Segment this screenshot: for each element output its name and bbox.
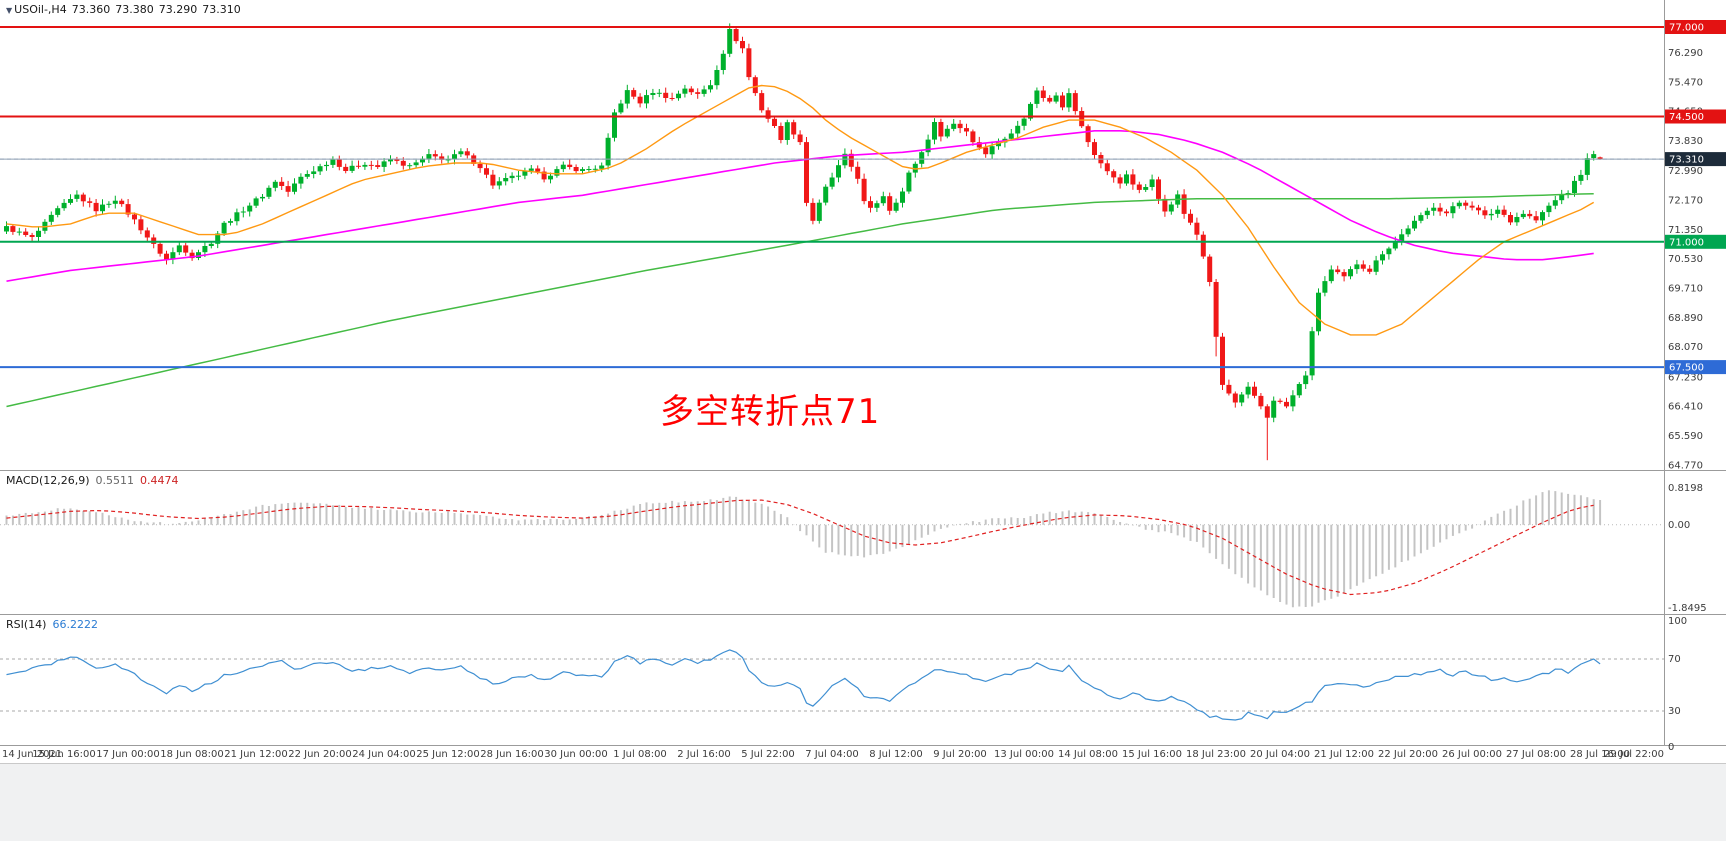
bottom-panel bbox=[0, 763, 1726, 841]
macd-signal-value: 0.4474 bbox=[140, 474, 179, 487]
svg-text:22 Jul 20:00: 22 Jul 20:00 bbox=[1378, 749, 1438, 760]
svg-text:22 Jun 20:00: 22 Jun 20:00 bbox=[288, 749, 352, 760]
ohlc-open: 73.360 bbox=[71, 3, 111, 16]
ohlc-close: 73.310 bbox=[202, 3, 241, 16]
svg-text:71.000: 71.000 bbox=[1669, 237, 1704, 248]
svg-text:70: 70 bbox=[1668, 654, 1681, 665]
macd-panel[interactable]: 0.8198 0.00 -1.8495 bbox=[0, 483, 1707, 614]
rsi-indicator-label: RSI(14) 66.2222 bbox=[6, 618, 104, 631]
svg-text:14 Jun 2021: 14 Jun 2021 bbox=[2, 749, 62, 760]
candles-layer bbox=[4, 23, 1603, 461]
svg-text:68.070: 68.070 bbox=[1668, 342, 1703, 353]
rsi-line bbox=[6, 649, 1601, 721]
price-scale[interactable]: 76.29075.47074.65073.83072.99072.17071.3… bbox=[1665, 20, 1726, 471]
svg-text:72.170: 72.170 bbox=[1668, 195, 1703, 206]
svg-text:28 Jul 16:00: 28 Jul 16:00 bbox=[1570, 749, 1630, 760]
svg-text:18 Jul 23:00: 18 Jul 23:00 bbox=[1186, 749, 1246, 760]
svg-text:20 Jul 04:00: 20 Jul 04:00 bbox=[1250, 749, 1310, 760]
svg-text:72.990: 72.990 bbox=[1668, 166, 1703, 177]
MA-slow-line bbox=[6, 192, 1594, 408]
svg-text:21 Jun 12:00: 21 Jun 12:00 bbox=[224, 749, 288, 760]
symbol-info-bar: ▼ USOil-,H4 73.360 73.380 73.290 73.310 bbox=[6, 3, 246, 16]
macd-signal-line bbox=[6, 499, 1594, 596]
svg-text:77.000: 77.000 bbox=[1669, 23, 1704, 34]
svg-text:0.00: 0.00 bbox=[1668, 520, 1690, 531]
horizontal-level-lines[interactable] bbox=[0, 26, 1664, 369]
svg-text:17 Jun 00:00: 17 Jun 00:00 bbox=[96, 749, 160, 760]
svg-text:74.500: 74.500 bbox=[1669, 112, 1704, 123]
svg-text:5 Jul 22:00: 5 Jul 22:00 bbox=[741, 749, 795, 760]
svg-text:66.410: 66.410 bbox=[1668, 402, 1703, 413]
svg-text:-1.8495: -1.8495 bbox=[1668, 603, 1707, 614]
svg-text:14 Jul 08:00: 14 Jul 08:00 bbox=[1058, 749, 1118, 760]
rsi-value: 66.2222 bbox=[52, 618, 98, 631]
svg-text:27 Jul 08:00: 27 Jul 08:00 bbox=[1506, 749, 1566, 760]
svg-text:73.310: 73.310 bbox=[1669, 155, 1704, 166]
svg-text:7 Jul 04:00: 7 Jul 04:00 bbox=[805, 749, 859, 760]
svg-text:75.470: 75.470 bbox=[1668, 77, 1703, 88]
svg-text:30 Jun 00:00: 30 Jun 00:00 bbox=[544, 749, 608, 760]
svg-text:24 Jun 04:00: 24 Jun 04:00 bbox=[352, 749, 416, 760]
svg-text:15 Jun 16:00: 15 Jun 16:00 bbox=[32, 749, 96, 760]
panel-dividers bbox=[0, 0, 1726, 746]
svg-text:100: 100 bbox=[1668, 616, 1687, 627]
svg-text:64.770: 64.770 bbox=[1668, 460, 1703, 471]
macd-label-text: MACD(12,26,9) bbox=[6, 474, 90, 487]
svg-text:70.530: 70.530 bbox=[1668, 254, 1703, 265]
symbol-name: USOil-,H4 bbox=[14, 3, 67, 16]
svg-text:73.830: 73.830 bbox=[1668, 136, 1703, 147]
svg-text:26 Jul 00:00: 26 Jul 00:00 bbox=[1442, 749, 1502, 760]
svg-text:25 Jun 12:00: 25 Jun 12:00 bbox=[416, 749, 480, 760]
svg-text:2 Jul 16:00: 2 Jul 16:00 bbox=[677, 749, 731, 760]
macd-indicator-label: MACD(12,26,9) 0.5511 0.4474 bbox=[6, 474, 185, 487]
chart-annotation: 多空转折点71 bbox=[660, 392, 881, 432]
svg-text:65.590: 65.590 bbox=[1668, 431, 1703, 442]
MA-mid-line bbox=[6, 130, 1594, 282]
svg-text:67.230: 67.230 bbox=[1668, 372, 1703, 383]
rsi-panel[interactable]: 100 70 30 0 bbox=[0, 616, 1687, 753]
svg-text:67.500: 67.500 bbox=[1669, 363, 1704, 374]
collapse-triangle-icon[interactable]: ▼ bbox=[6, 6, 13, 15]
svg-text:68.890: 68.890 bbox=[1668, 313, 1703, 324]
chart-canvas[interactable]: 76.29075.47074.65073.83072.99072.17071.3… bbox=[0, 0, 1726, 763]
svg-text:8 Jul 12:00: 8 Jul 12:00 bbox=[869, 749, 923, 760]
macd-main-value: 0.5511 bbox=[95, 474, 135, 487]
svg-text:71.350: 71.350 bbox=[1668, 225, 1703, 236]
svg-text:1 Jul 08:00: 1 Jul 08:00 bbox=[613, 749, 667, 760]
svg-text:21 Jul 12:00: 21 Jul 12:00 bbox=[1314, 749, 1374, 760]
svg-text:18 Jun 08:00: 18 Jun 08:00 bbox=[160, 749, 224, 760]
ohlc-high: 73.380 bbox=[115, 3, 154, 16]
svg-text:28 Jun 16:00: 28 Jun 16:00 bbox=[480, 749, 544, 760]
svg-text:13 Jul 00:00: 13 Jul 00:00 bbox=[994, 749, 1054, 760]
ohlc-low: 73.290 bbox=[158, 3, 198, 16]
svg-text:0.8198: 0.8198 bbox=[1668, 483, 1703, 494]
svg-text:9 Jul 20:00: 9 Jul 20:00 bbox=[933, 749, 987, 760]
svg-text:30: 30 bbox=[1668, 706, 1681, 717]
svg-text:15 Jul 16:00: 15 Jul 16:00 bbox=[1122, 749, 1182, 760]
MA-fast-line bbox=[6, 84, 1595, 336]
rsi-label-text: RSI(14) bbox=[6, 618, 47, 631]
ma-lines bbox=[6, 84, 1595, 408]
svg-text:29 Jul 22:00: 29 Jul 22:00 bbox=[1604, 749, 1664, 760]
svg-text:76.290: 76.290 bbox=[1668, 48, 1703, 59]
svg-text:69.710: 69.710 bbox=[1668, 284, 1703, 295]
svg-text:0: 0 bbox=[1668, 742, 1674, 753]
